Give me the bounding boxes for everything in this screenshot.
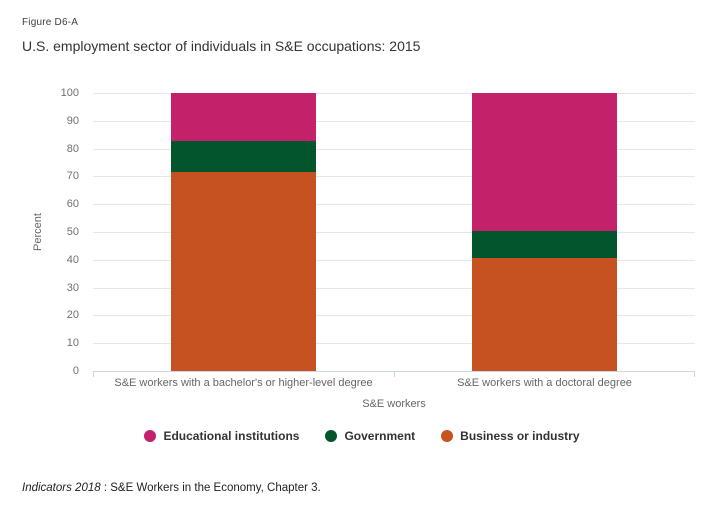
x-axis-tick (93, 371, 94, 377)
legend-item-educational-institutions[interactable]: Educational institutions (144, 429, 299, 443)
y-tick-label-10: 10 (66, 337, 79, 350)
legend-marker-circle (325, 430, 338, 442)
y-tick-label-40: 40 (66, 253, 79, 266)
gridline-10 (93, 343, 695, 345)
plot-area (93, 93, 695, 377)
y-tick-label-70: 70 (66, 170, 79, 183)
y-tick-label-20: 20 (66, 309, 79, 322)
gridline-50 (93, 232, 695, 233)
y-axis-tick-labels: 0 10 20 30 40 50 60 70 80 90 100 (39, 87, 79, 377)
gridline-90 (93, 120, 695, 122)
y-tick-label-90: 90 (66, 114, 79, 127)
legend-label: Business or industry (460, 429, 580, 443)
bar-segment-educational-institutions[interactable] (171, 93, 316, 141)
y-tick-label-0: 0 (72, 365, 79, 377)
legend-marker-circle (441, 430, 454, 442)
gridline-70 (93, 176, 695, 178)
y-tick-label-60: 60 (66, 198, 79, 211)
y-tick-label-100: 100 (60, 87, 79, 99)
legend-label: Government (344, 429, 416, 443)
source-note-rest: : S&E Workers in the Economy, Chapter 3. (103, 482, 321, 494)
gridline-80 (93, 148, 695, 150)
stacked-bar-s-e-workers-with-a-bachelor-s-or-higher-level-degree (171, 93, 316, 371)
source-note: Indicators 2018 : S&E Workers in the Eco… (22, 482, 321, 494)
legend-label: Educational institutions (163, 429, 300, 443)
legend: Educational institutions Government Busine… (0, 429, 724, 443)
y-tick-label-80: 80 (66, 142, 79, 155)
stacked-bar-s-e-workers-with-a-doctoral-degree (472, 93, 617, 371)
x-axis-tick (394, 371, 395, 377)
legend-item-government[interactable]: Government (325, 429, 415, 443)
gridline-60 (93, 204, 695, 206)
chart-title: U.S. employment sector of individuals in… (22, 38, 421, 54)
bar-segment-business-or-industry[interactable] (472, 258, 617, 371)
y-tick-label-30: 30 (66, 281, 79, 294)
bar-segment-government[interactable] (171, 140, 316, 172)
x-axis-tick (694, 371, 695, 377)
legend-item-business-or-industry[interactable]: Business or industry (441, 429, 580, 443)
y-tick-label-50: 50 (66, 226, 79, 238)
bar-segment-business-or-industry[interactable] (171, 171, 316, 371)
gridline-100 (93, 93, 695, 94)
x-axis-category-label: S&E workers with a bachelor's or higher-… (114, 377, 373, 389)
bar-segment-government[interactable] (472, 231, 617, 259)
gridline-20 (93, 315, 695, 317)
x-axis-category-label: S&E workers with a doctoral degree (457, 377, 632, 389)
source-note-italic: Indicators 2018 (22, 482, 104, 494)
figure-label: Figure D6-A (22, 17, 79, 28)
bar-segment-educational-institutions[interactable] (472, 93, 617, 232)
gridline-30 (93, 287, 695, 289)
legend-marker-circle (144, 430, 157, 442)
x-axis-category-labels: S&E workers with a bachelor's or higher-… (93, 377, 695, 389)
gridline-40 (93, 259, 695, 261)
x-axis-title: S&E workers (362, 398, 426, 410)
